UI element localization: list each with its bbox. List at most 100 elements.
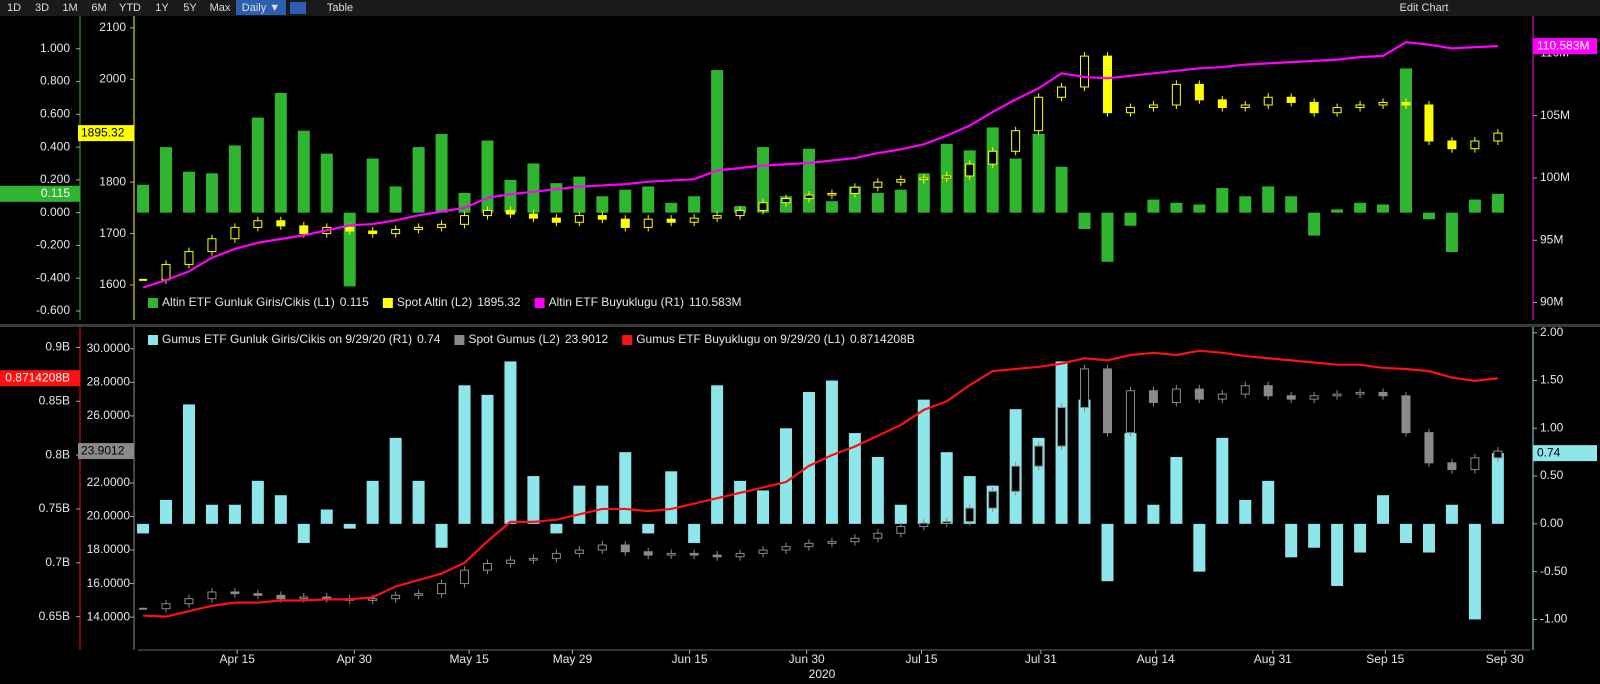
tick-label: 28.0000 bbox=[87, 375, 131, 389]
candle-body bbox=[1447, 462, 1457, 471]
candle-body bbox=[965, 507, 975, 523]
tick-label: 0.800 bbox=[40, 74, 70, 88]
bar bbox=[1239, 196, 1252, 213]
candle-body bbox=[1011, 465, 1021, 492]
bar bbox=[1491, 453, 1504, 524]
candle-body bbox=[689, 552, 699, 556]
toolbar-button[interactable]: Daily ▼ bbox=[242, 2, 280, 14]
bar bbox=[1055, 166, 1068, 213]
edit-chart-button[interactable]: Edit Chart bbox=[1400, 2, 1449, 14]
candle-body bbox=[758, 549, 768, 554]
tick-label: 1600 bbox=[99, 277, 126, 291]
bar bbox=[940, 452, 953, 524]
candle-body bbox=[460, 569, 470, 585]
bar bbox=[1193, 523, 1206, 572]
candle-body bbox=[1148, 104, 1158, 109]
candle-body bbox=[551, 552, 561, 559]
bar bbox=[1354, 202, 1367, 213]
legend-value: 23.9012 bbox=[565, 332, 609, 346]
x-tick-label: Apr 15 bbox=[220, 652, 256, 666]
toolbar-button[interactable]: 6M bbox=[91, 2, 106, 14]
candle-body bbox=[666, 218, 676, 223]
candle-body bbox=[712, 215, 722, 219]
legend-swatch bbox=[534, 298, 545, 308]
bar bbox=[527, 476, 540, 524]
candle-body bbox=[1240, 104, 1250, 109]
candle-body bbox=[1355, 391, 1365, 395]
bar bbox=[1078, 399, 1091, 524]
toolbar-button[interactable]: 3D bbox=[35, 2, 49, 14]
candle-body bbox=[1148, 390, 1158, 403]
candle-body bbox=[735, 209, 745, 217]
candle-body bbox=[1378, 391, 1388, 397]
candle-body bbox=[1309, 395, 1319, 400]
candle-body bbox=[184, 598, 194, 605]
legend-swatch bbox=[454, 335, 465, 345]
candle-body bbox=[896, 179, 906, 183]
bar bbox=[1285, 196, 1298, 213]
candle-body bbox=[1470, 140, 1480, 150]
candle-body bbox=[368, 230, 378, 235]
toolbar-button[interactable]: 1D bbox=[7, 2, 21, 14]
bar bbox=[642, 186, 655, 213]
bar bbox=[1147, 199, 1160, 213]
value-badge bbox=[78, 443, 134, 460]
bar bbox=[1445, 212, 1458, 252]
bar bbox=[665, 202, 678, 213]
candle-body bbox=[1286, 96, 1296, 103]
toolbar-button[interactable]: 1M bbox=[62, 2, 77, 14]
candle-body bbox=[1080, 368, 1090, 408]
candle-body bbox=[207, 591, 217, 600]
toolbar-button[interactable]: 1Y bbox=[155, 2, 169, 14]
candle-body bbox=[1057, 406, 1067, 447]
bar bbox=[412, 147, 425, 213]
candle-body bbox=[666, 552, 676, 556]
candle-body bbox=[207, 238, 217, 253]
tick-label: 1800 bbox=[99, 174, 126, 188]
toolbar-button[interactable]: Max bbox=[210, 2, 231, 14]
legend-label: Gumus ETF Gunluk Giris/Cikis on 9/29/20 … bbox=[162, 332, 412, 346]
value-badge-label: 1895.32 bbox=[81, 125, 125, 139]
bar bbox=[251, 117, 264, 213]
candle-body bbox=[482, 562, 492, 571]
bar bbox=[1239, 499, 1252, 524]
tick-label: 20.0000 bbox=[87, 509, 131, 523]
toolbar-button[interactable]: 5Y bbox=[183, 2, 197, 14]
bar bbox=[458, 385, 471, 524]
bar bbox=[1147, 504, 1160, 524]
bar bbox=[780, 428, 793, 524]
candle-body bbox=[437, 583, 447, 595]
bar bbox=[825, 201, 838, 213]
candle-body bbox=[620, 544, 630, 553]
tick-label: 0.00 bbox=[1540, 516, 1564, 530]
legend-value: 0.8714208B bbox=[850, 332, 915, 346]
candle-body bbox=[942, 175, 952, 179]
bar bbox=[1400, 523, 1413, 543]
bar bbox=[871, 456, 884, 524]
candle-body bbox=[1401, 395, 1411, 434]
bar bbox=[894, 504, 907, 524]
candle-body bbox=[758, 202, 768, 211]
bar bbox=[1170, 456, 1183, 524]
candle-body bbox=[781, 198, 791, 204]
bar bbox=[825, 380, 838, 524]
bar bbox=[160, 147, 173, 213]
legend-swatch bbox=[148, 298, 158, 308]
bar bbox=[137, 184, 150, 213]
legend-label: Altin ETF Buyuklugu (R1) bbox=[549, 295, 684, 309]
candle-body bbox=[230, 591, 240, 595]
legend-value: 0.74 bbox=[417, 332, 441, 346]
bar bbox=[757, 490, 770, 524]
candle-body bbox=[1493, 132, 1503, 142]
legend-label: Spot Altin (L2) bbox=[397, 295, 472, 309]
toolbar-button[interactable]: Table bbox=[327, 2, 353, 14]
chart-type-icon[interactable] bbox=[290, 2, 306, 14]
bar bbox=[642, 523, 655, 534]
candle-body bbox=[1034, 445, 1044, 467]
candle-body bbox=[873, 532, 883, 539]
toolbar-button[interactable]: YTD bbox=[119, 2, 141, 14]
candle-body bbox=[1011, 130, 1021, 152]
bar bbox=[389, 437, 402, 524]
candle-body bbox=[1309, 101, 1319, 114]
bar bbox=[1262, 480, 1275, 524]
